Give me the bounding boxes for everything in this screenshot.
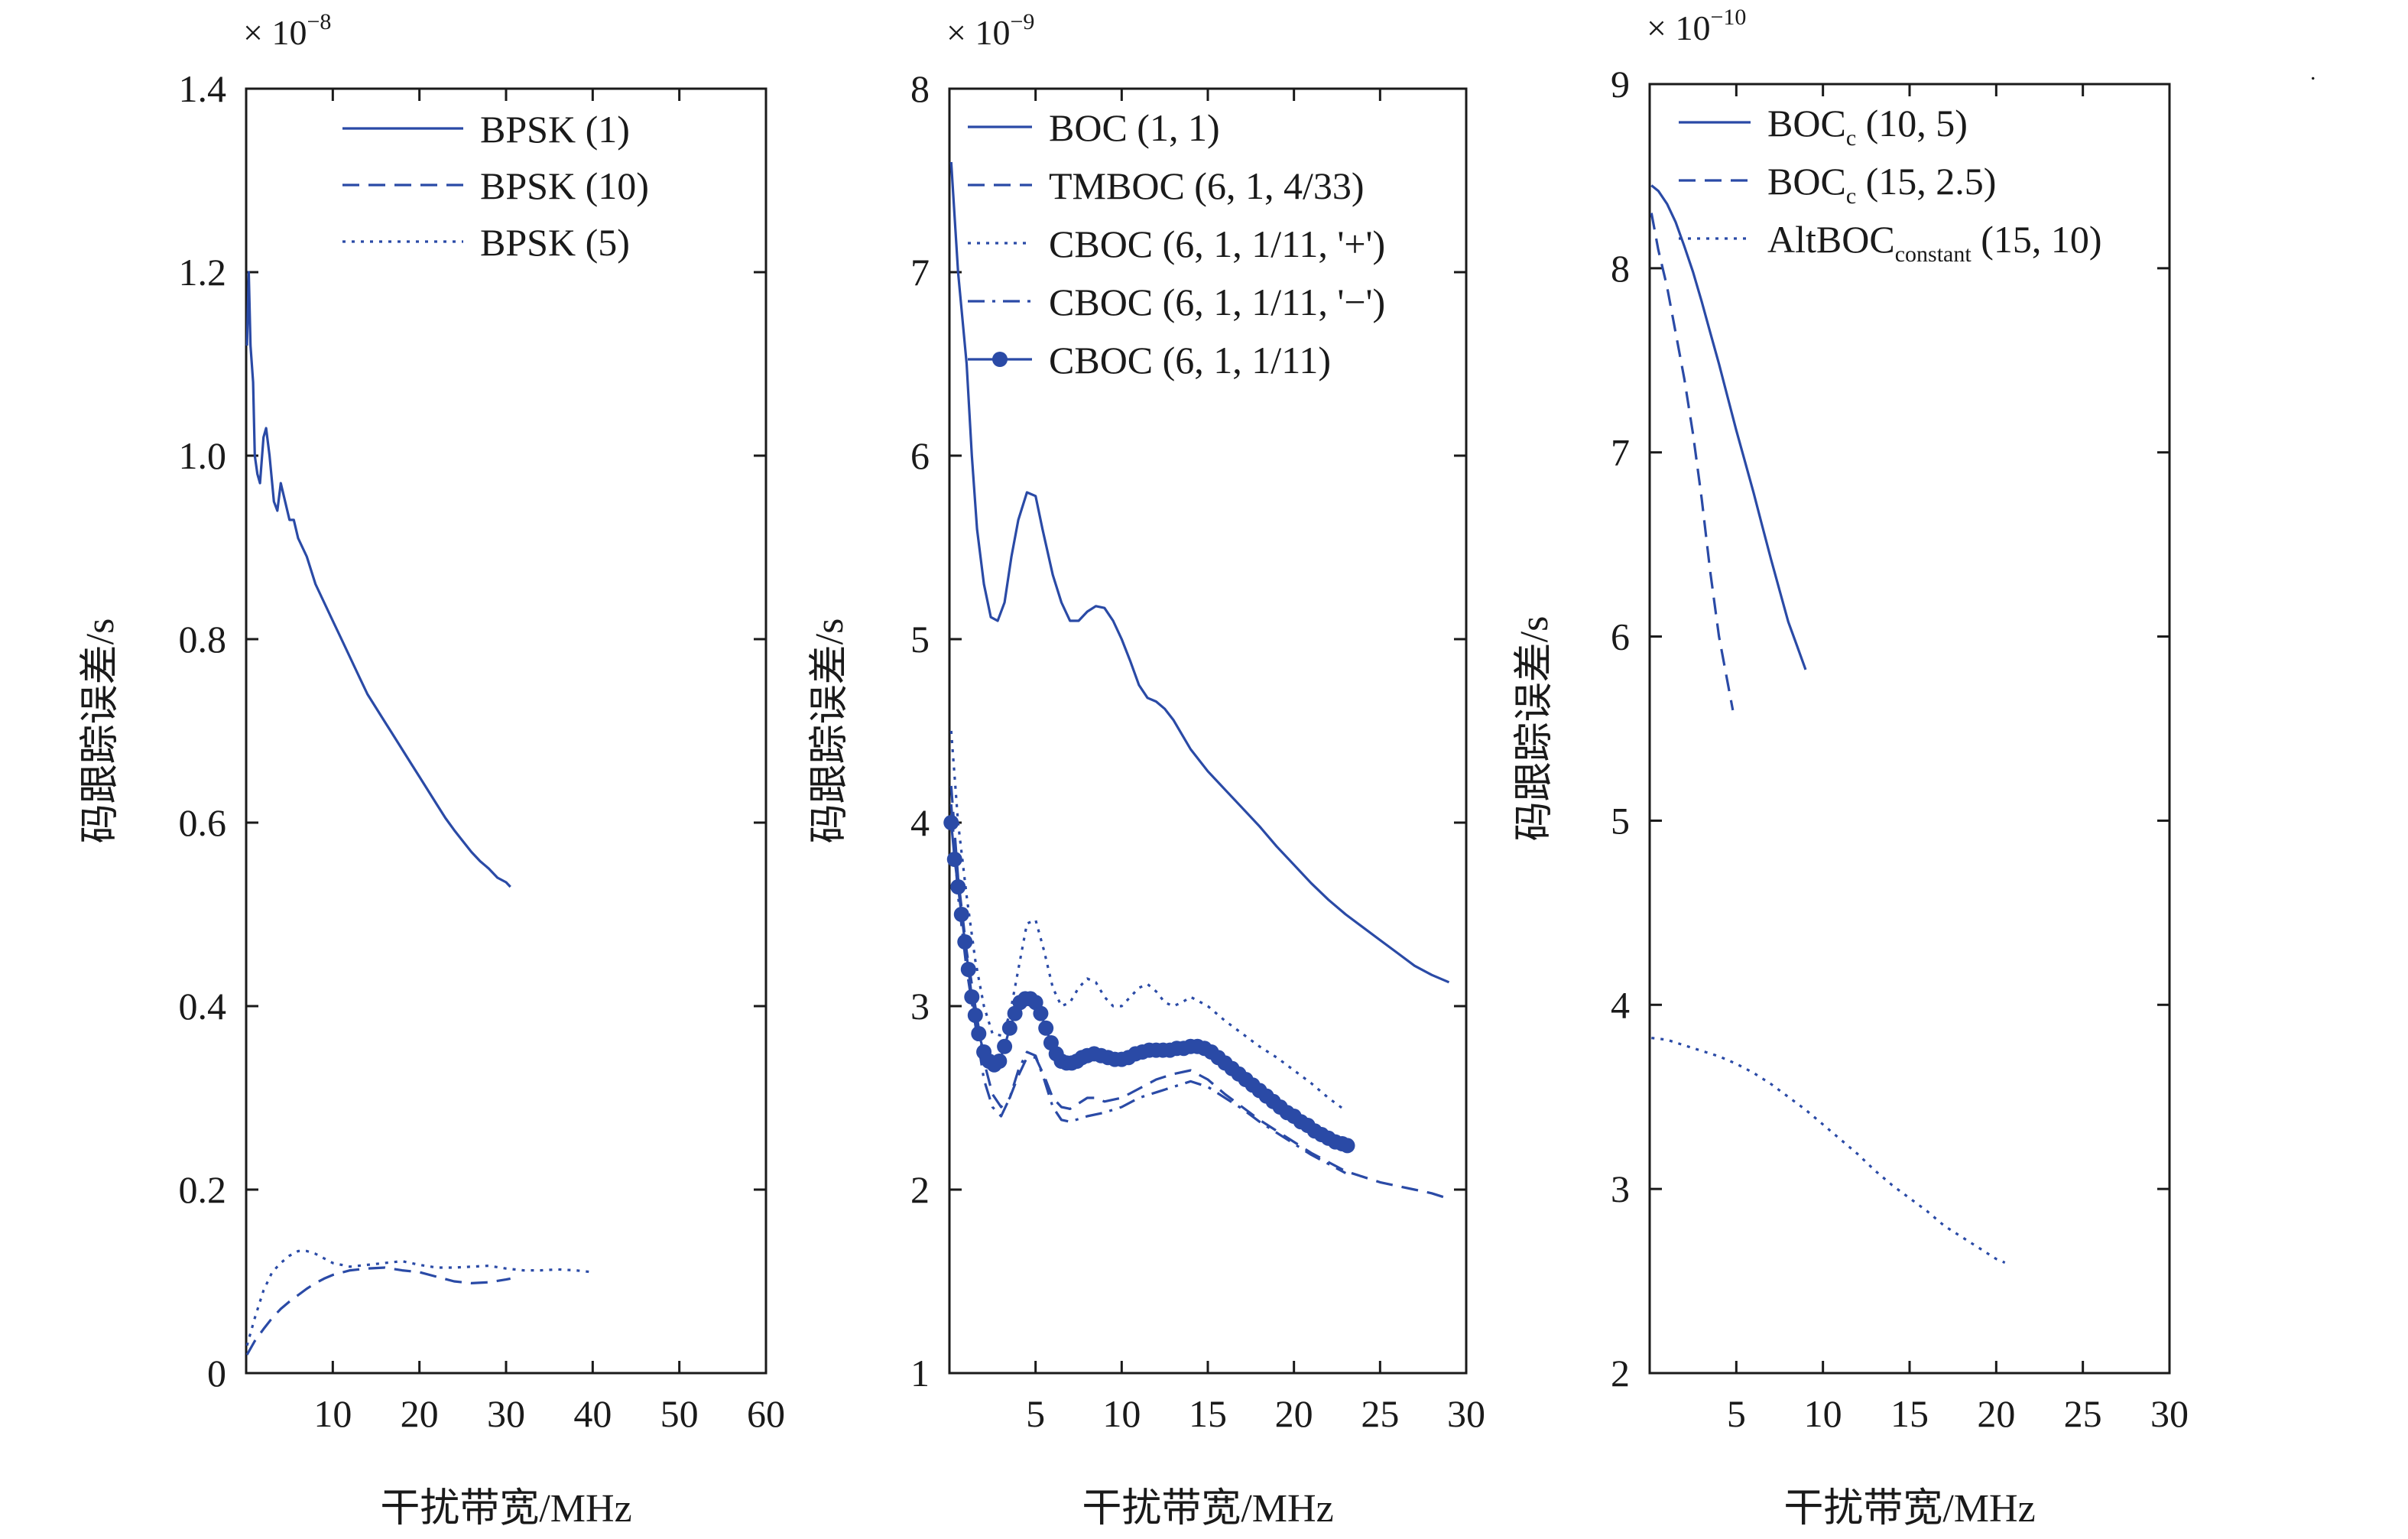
x-tick-label: 20 <box>401 1392 439 1435</box>
y-tick-label: 6 <box>1611 615 1630 658</box>
legend-label: BPSK (5) <box>480 221 630 264</box>
x-tick-label: 40 <box>573 1392 612 1435</box>
plot-frame <box>1648 83 2171 1375</box>
x-tick-label: 25 <box>1361 1392 1399 1435</box>
y-tick-label: 0.4 <box>179 985 227 1028</box>
y-tick-label: 8 <box>1611 247 1630 290</box>
x-axis-label: 干扰带宽/MHz <box>380 1487 631 1531</box>
series-marker <box>1033 1005 1049 1021</box>
legend-label: BOCc (10, 5) <box>1767 102 1968 151</box>
y-tick-label: 0.6 <box>179 801 227 844</box>
legend-label: CBOC (6, 1, 1/11, '+') <box>1049 222 1385 265</box>
series-line-3 <box>1651 1037 2006 1264</box>
y-tick-label: 4 <box>910 801 930 844</box>
y-tick-label: 1 <box>910 1352 930 1395</box>
legend-label: AltBOCconstant (15, 10) <box>1767 218 2102 267</box>
legend-label: BPSK (1) <box>480 108 630 151</box>
series-marker <box>964 989 980 1005</box>
y-tick-label: 2 <box>910 1168 930 1211</box>
series-marker <box>997 1038 1013 1054</box>
series-line-4 <box>949 804 1347 1174</box>
legend-label: TMBOC (6, 1, 4/33) <box>1049 164 1365 207</box>
x-tick-label: 10 <box>1102 1392 1141 1435</box>
x-axis-label: 干扰带宽/MHz <box>1783 1487 2035 1531</box>
x-tick-label: 15 <box>1189 1392 1227 1435</box>
x-tick-label: 10 <box>313 1392 352 1435</box>
series-line-3 <box>245 1249 593 1346</box>
series-line-2 <box>949 785 1449 1200</box>
x-tick-label: 5 <box>1026 1392 1045 1435</box>
x-tick-label: 15 <box>1890 1392 1929 1435</box>
y-tick-label: 0.8 <box>179 618 227 661</box>
series-marker <box>943 815 959 830</box>
y-tick-label: 0 <box>207 1352 226 1395</box>
series-marker <box>957 934 973 950</box>
x-tick-label: 5 <box>1727 1392 1746 1435</box>
scale-multiplier: × 10−8 <box>243 9 331 52</box>
y-tick-label: 0.2 <box>179 1168 227 1211</box>
y-tick-label: 7 <box>910 251 930 294</box>
series-marker <box>991 1054 1008 1069</box>
y-axis-label: 码跟踪误差/s <box>808 619 852 844</box>
series-marker <box>1339 1138 1355 1154</box>
series-marker <box>1038 1020 1054 1036</box>
legend-label: BOC (1, 1) <box>1049 106 1220 149</box>
legend-marker <box>992 352 1008 367</box>
stray-mark: . <box>2310 60 2316 85</box>
scale-multiplier: × 10−9 <box>946 9 1034 52</box>
y-tick-label: 1.0 <box>179 434 227 477</box>
x-tick-label: 20 <box>1977 1392 2015 1435</box>
y-tick-label: 3 <box>910 985 930 1028</box>
x-tick-label: 60 <box>747 1392 785 1435</box>
y-tick-label: 6 <box>910 434 930 477</box>
x-axis-label: 干扰带宽/MHz <box>1082 1487 1333 1531</box>
y-tick-label: 3 <box>1611 1167 1630 1210</box>
legend-label: BPSK (10) <box>480 164 649 207</box>
x-tick-label: 50 <box>660 1392 699 1435</box>
y-tick-label: 1.2 <box>179 251 227 294</box>
y-tick-label: 8 <box>910 67 930 110</box>
series-marker <box>950 879 966 895</box>
y-tick-label: 5 <box>910 618 930 661</box>
series-line-1 <box>949 161 1450 984</box>
plot-frame <box>245 87 768 1375</box>
series-line-1 <box>245 271 511 888</box>
chart-panel-3: 5 10 15 20 25 30 2 3 4 5 6 7 8 9 × 10−10 干扰带宽/MHz 码跟踪误差/… <box>1513 5 2189 1531</box>
y-tick-label: 4 <box>1611 983 1630 1026</box>
chart-panel-1: 10 20 30 40 50 60 0 0.2 0.4 0.6 0.8 1.0 1.2 1.4 × 10−8… <box>79 9 785 1531</box>
y-tick-label: 1.4 <box>179 67 227 110</box>
y-tick-label: 9 <box>1611 63 1630 106</box>
series-marker <box>946 852 962 867</box>
x-tick-label: 10 <box>1804 1392 1842 1435</box>
y-axis-label: 码跟踪误差/s <box>79 619 122 844</box>
y-tick-label: 2 <box>1611 1352 1630 1395</box>
chart-panel-2: 5 10 15 20 25 30 1 2 3 4 5 6 7 8 × 10−9 干扰带宽/MHz 码跟踪误差/s… <box>808 9 1485 1531</box>
x-tick-label: 30 <box>1447 1392 1485 1435</box>
legend-label: CBOC (6, 1, 1/11) <box>1049 339 1331 382</box>
scale-multiplier: × 10−10 <box>1647 5 1746 47</box>
series-line-2 <box>245 1266 511 1356</box>
series-marker <box>971 1026 987 1041</box>
y-tick-label: 7 <box>1611 431 1630 474</box>
series-marker <box>953 907 969 922</box>
x-tick-label: 30 <box>2150 1392 2189 1435</box>
x-tick-label: 30 <box>487 1392 525 1435</box>
series-marker <box>967 1008 983 1023</box>
y-tick-label: 5 <box>1611 799 1630 842</box>
series-line-2 <box>1650 213 1735 711</box>
series-marker <box>1001 1020 1017 1036</box>
legend-label: BOCc (15, 2.5) <box>1767 160 1996 209</box>
x-tick-label: 20 <box>1275 1392 1313 1435</box>
series-marker <box>960 962 976 977</box>
y-axis-label: 码跟踪误差/s <box>1513 616 1556 842</box>
x-tick-label: 25 <box>2064 1392 2102 1435</box>
series-line-1 <box>1650 184 1807 670</box>
legend-label: CBOC (6, 1, 1/11, '−') <box>1049 281 1385 323</box>
